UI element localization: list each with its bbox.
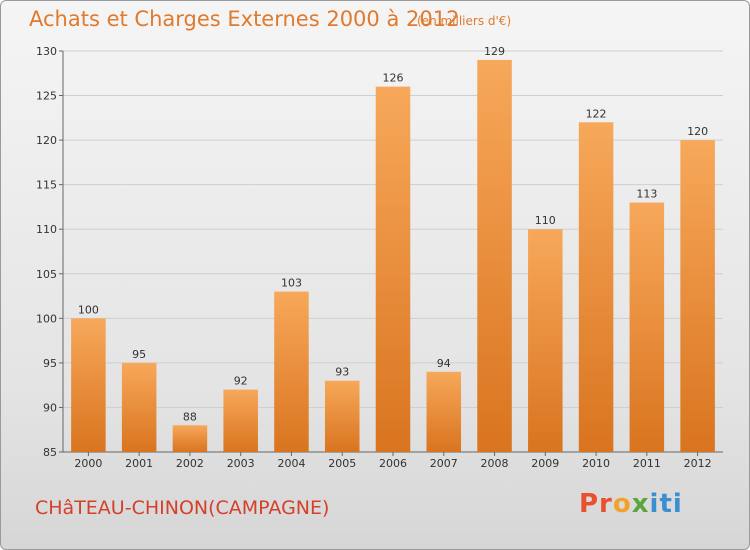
x-tick-label-2010: 2010 xyxy=(582,457,610,470)
bar-2012 xyxy=(680,140,715,452)
x-tick-label-2003: 2003 xyxy=(227,457,255,470)
data-label-2006: 126 xyxy=(383,72,404,85)
labels: 85 90 95 100 105 110 115 120 125 130 100 2000 95 2001… xyxy=(36,45,712,470)
data-label-2011: 113 xyxy=(636,187,657,200)
bar-2007 xyxy=(426,371,462,452)
x-tick-label-2009: 2009 xyxy=(531,457,559,470)
data-label-2001: 95 xyxy=(132,348,146,361)
chart-subtitle: (en milliers d'€) xyxy=(417,14,512,28)
bar-2001 xyxy=(121,362,157,452)
bar-2006 xyxy=(375,86,411,453)
y-tick-label: 95 xyxy=(43,357,57,370)
data-label-2002: 88 xyxy=(183,410,197,423)
location-name: CHâTEAU-CHINON(CAMPAGNE) xyxy=(35,497,330,519)
data-label-2010: 122 xyxy=(586,107,607,120)
y-tick-label: 90 xyxy=(43,401,57,414)
data-label-2007: 94 xyxy=(437,357,451,370)
y-tick-label: 120 xyxy=(36,134,57,147)
x-tick-label-2004: 2004 xyxy=(277,457,305,470)
y-tick-label: 125 xyxy=(36,90,57,103)
bar-2011 xyxy=(629,202,665,452)
bar-2005 xyxy=(324,380,360,452)
bar-2003 xyxy=(223,389,258,452)
x-tick-label-2005: 2005 xyxy=(328,457,356,470)
x-tick-label-2006: 2006 xyxy=(379,457,407,470)
x-tick-label-2007: 2007 xyxy=(430,457,458,470)
bar-2000 xyxy=(71,318,106,452)
x-tick-label-2008: 2008 xyxy=(481,457,509,470)
x-tick-label-2012: 2012 xyxy=(684,457,712,470)
data-label-2009: 110 xyxy=(535,214,556,227)
bar-2004 xyxy=(274,291,309,452)
y-tick-label: 130 xyxy=(36,45,57,58)
bar-2002 xyxy=(172,425,208,452)
y-tick-label: 85 xyxy=(43,446,57,459)
bar-2008 xyxy=(477,59,512,453)
y-tick-label: 110 xyxy=(36,223,57,236)
chart-title: Achats et Charges Externes 2000 à 2012 xyxy=(29,7,460,31)
x-tick-label-2001: 2001 xyxy=(125,457,153,470)
y-tick-label: 100 xyxy=(36,312,57,325)
y-tick-label: 115 xyxy=(36,179,57,192)
x-tick-label-2000: 2000 xyxy=(74,457,102,470)
bars xyxy=(71,59,715,453)
data-label-2012: 120 xyxy=(687,125,708,138)
bar-2009 xyxy=(528,229,563,452)
x-tick-label-2002: 2002 xyxy=(176,457,204,470)
data-label-2004: 103 xyxy=(281,277,302,290)
x-tick-label-2011: 2011 xyxy=(633,457,661,470)
y-tick-label: 105 xyxy=(36,268,57,281)
proxiti-logo[interactable]: Proxiti xyxy=(579,489,683,519)
data-label-2003: 92 xyxy=(234,375,248,388)
data-label-2008: 129 xyxy=(484,45,505,58)
data-label-2000: 100 xyxy=(78,303,99,316)
bar-2010 xyxy=(578,122,614,453)
data-label-2005: 93 xyxy=(335,366,349,379)
